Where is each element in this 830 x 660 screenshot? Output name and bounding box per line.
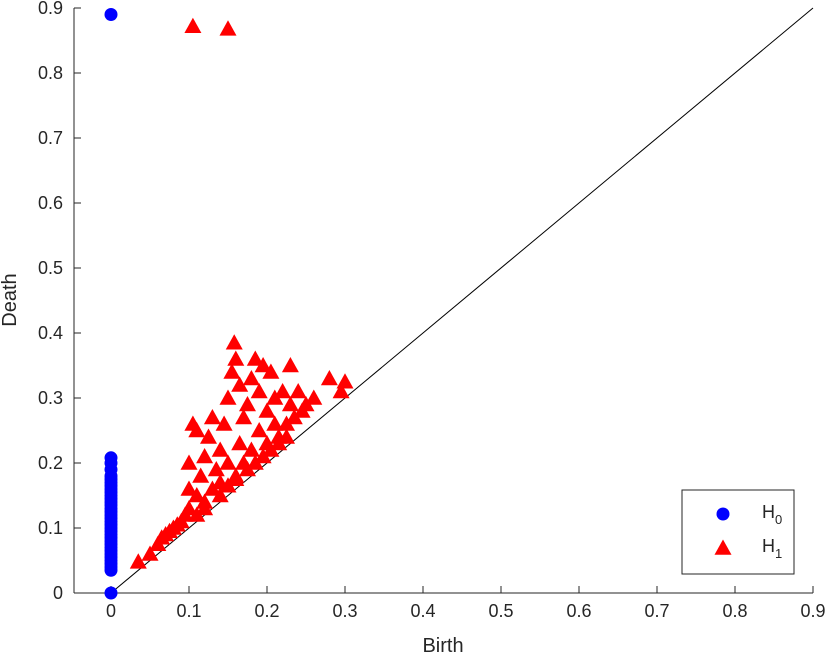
y-tick-label: 0.2: [38, 453, 63, 473]
legend-label-1: H1: [762, 536, 782, 561]
h1-point: [219, 454, 237, 470]
x-tick-label: 0.5: [488, 601, 513, 621]
y-tick-label: 0.8: [38, 63, 63, 83]
h1-point: [196, 500, 214, 516]
h1-point: [332, 383, 350, 399]
x-tick-label: 0.1: [176, 601, 201, 621]
h1-point: [215, 415, 233, 431]
legend-h1-marker: [714, 539, 732, 555]
h1-point: [129, 553, 147, 569]
legend-label-subscript: 0: [775, 512, 782, 527]
legend-box: [681, 489, 795, 575]
h1-point: [192, 467, 210, 483]
h1-point: [250, 422, 268, 438]
h1-point: [207, 461, 225, 477]
h0-point: [104, 451, 118, 465]
h1-point: [211, 441, 229, 457]
h1-point: [281, 357, 299, 373]
h1-point: [254, 357, 272, 373]
h1-point: [219, 389, 237, 405]
h1-point: [250, 383, 268, 399]
y-tick-label: 0.7: [38, 128, 63, 148]
h1-point: [188, 487, 206, 503]
legend-label-0: H0: [762, 502, 782, 527]
h1-point: [219, 20, 237, 36]
h1-point: [258, 402, 276, 418]
h1-point: [239, 396, 256, 412]
legend-h0-marker: [716, 507, 730, 521]
x-tick-label: 0.8: [722, 601, 747, 621]
y-axis-label: Death: [0, 273, 21, 326]
h1-point: [184, 17, 202, 33]
h1-point: [227, 350, 245, 366]
h1-point: [274, 383, 292, 399]
x-axis-label: Birth: [422, 635, 463, 657]
y-tick-label: 0.5: [38, 258, 63, 278]
h0-point: [104, 8, 118, 21]
h1-point: [336, 373, 354, 389]
x-tick-label: 0.9: [800, 601, 825, 621]
y-tick-label: 0.9: [38, 0, 63, 18]
x-tick-label: 0.7: [644, 601, 669, 621]
h1-point: [180, 500, 198, 516]
h1-point: [227, 470, 245, 487]
y-tick-label: 0.1: [38, 518, 63, 538]
legend-label-subscript: 1: [775, 546, 782, 561]
h1-point: [242, 441, 260, 457]
h1-point: [203, 409, 221, 425]
diagonal-line: [110, 7, 814, 594]
y-tick-label: 0: [53, 583, 63, 603]
h1-point: [305, 389, 323, 405]
axes: [73, 8, 813, 594]
legend-label-main: H: [762, 536, 775, 556]
x-tick-label: 0.6: [566, 601, 591, 621]
h0-point: [104, 586, 118, 600]
y-tick-label: 0.6: [38, 193, 63, 213]
h1-point: [223, 363, 241, 379]
h1-point: [225, 334, 243, 350]
h1-point: [242, 370, 260, 386]
x-tick-label: 0.2: [254, 601, 279, 621]
x-tick-label: 0: [106, 601, 116, 621]
y-ticks: 0 0.1 0.2 0.3 0.4 0.5 0.6 0.7 0.8 0.9: [38, 0, 81, 603]
h1-point: [235, 409, 253, 425]
h1-point: [211, 487, 229, 503]
legend-label-main: H: [762, 502, 775, 522]
h1-point: [141, 545, 159, 561]
h1-point: [289, 383, 307, 399]
x-tick-label: 0.4: [410, 601, 435, 621]
h1-point: [180, 480, 198, 496]
h1-point: [196, 448, 214, 464]
h1-point: [188, 506, 206, 522]
x-tick-label: 0.3: [332, 601, 357, 621]
y-tick-label: 0.3: [38, 388, 63, 408]
h1-point: [231, 376, 249, 392]
h1-point: [320, 370, 338, 386]
h1-point: [200, 428, 217, 444]
x-ticks: 0 0.1 0.2 0.3 0.4 0.5 0.6 0.7 0.8 0.9: [106, 586, 826, 621]
data-marks: [104, 8, 354, 600]
y-tick-label: 0.4: [38, 323, 63, 343]
h1-point: [278, 428, 295, 444]
h1-point: [231, 435, 249, 451]
h1-point: [281, 396, 299, 412]
h1-point: [266, 415, 284, 431]
h1-point: [188, 422, 206, 438]
h1-point: [180, 454, 198, 470]
h1-point: [246, 350, 264, 366]
h1-point: [262, 363, 280, 379]
